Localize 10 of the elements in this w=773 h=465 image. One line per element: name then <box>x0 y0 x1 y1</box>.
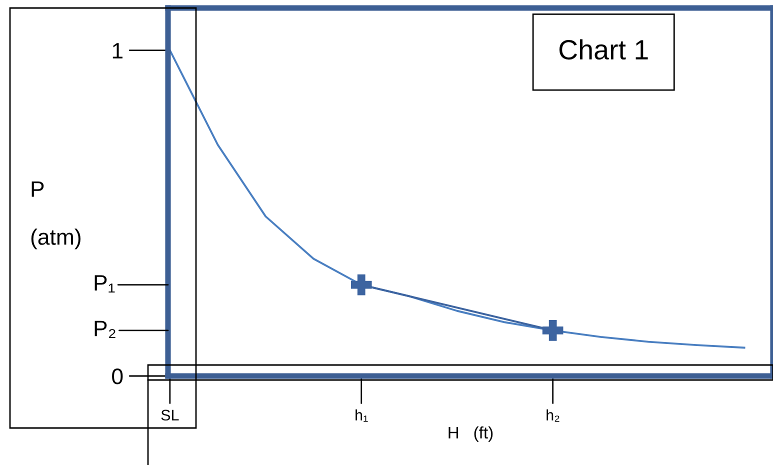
text: P₁ <box>94 275 115 292</box>
y-tick-label: 0 <box>112 368 123 384</box>
x-tick-label: h₁ <box>356 409 368 422</box>
text: P₂ <box>94 320 116 338</box>
y-tick-label: 1 <box>112 43 122 58</box>
x-axis-title: H (ft) <box>448 426 493 442</box>
text: P (atm) <box>31 182 80 250</box>
x-tick-label: SL <box>161 410 179 421</box>
text: Chart 1 <box>559 39 648 60</box>
x-tick-label: h₂ <box>546 409 560 422</box>
